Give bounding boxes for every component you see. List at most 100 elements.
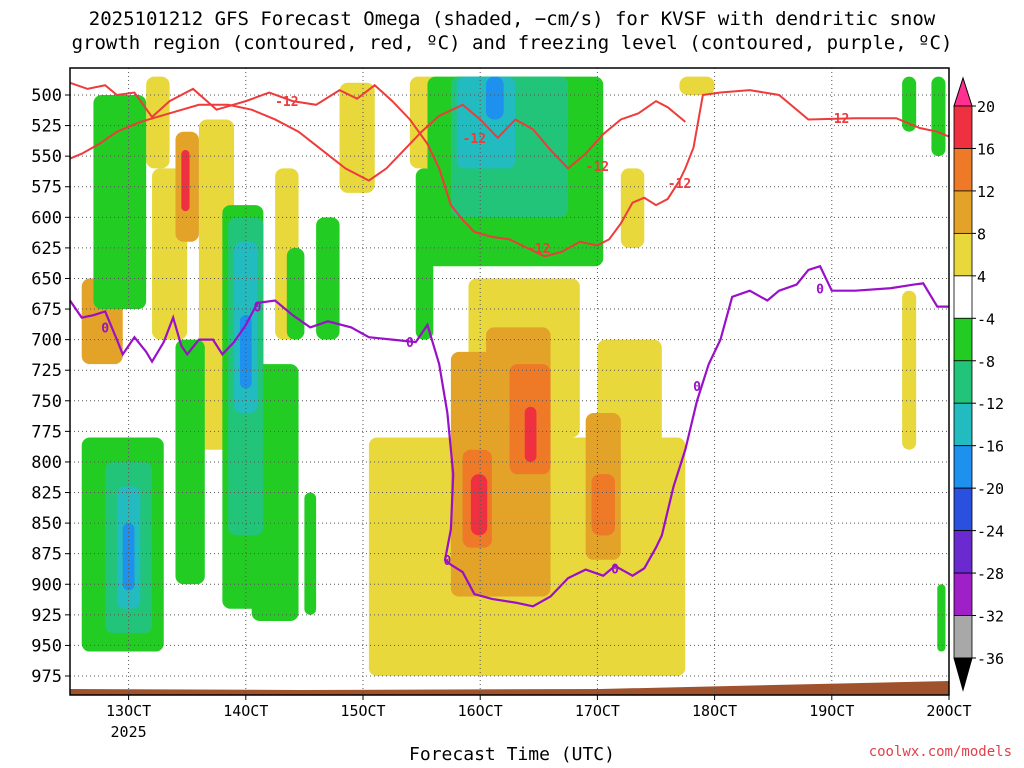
y-tick-label-825: 825 [31, 484, 62, 504]
omega-region-21 [470, 474, 488, 536]
y-tick-label-775: 775 [31, 422, 62, 442]
y-tick-label-725: 725 [31, 361, 62, 381]
x-tick-label-20OCT: 20OCT [926, 702, 971, 720]
y-tick-label-750: 750 [31, 392, 62, 412]
credit-link[interactable]: coolwx.com/models [868, 744, 1012, 760]
x-tick-label-14OCT: 14OCT [223, 702, 268, 720]
dgz-contour-1 [70, 99, 686, 182]
colorbar-label-1: 16 [977, 140, 995, 158]
colorbar-bin-2 [953, 190, 973, 234]
colorbar-label-13: -36 [977, 650, 1004, 668]
colorbar-bin-10 [953, 530, 973, 574]
colorbar-bin-0 [953, 105, 973, 149]
dgz-label-2: -12 [527, 242, 550, 257]
colorbar-bin-3 [953, 232, 973, 277]
y-tick-label-675: 675 [31, 300, 62, 320]
colorbar-bin-1 [953, 148, 973, 192]
colorbar-bin-8 [953, 445, 973, 489]
omega-shading [81, 76, 946, 676]
colorbar-label-11: -28 [977, 565, 1004, 583]
colorbar-label-10: -24 [977, 523, 1004, 541]
colorbar-bin-6 [953, 360, 973, 404]
omega-region-36 [931, 76, 946, 157]
dgz-label-3: -12 [586, 160, 609, 175]
temperature-contours: -12 -12 -12 -12 -12 -12 0 0 0 0 0 0 0 [70, 81, 949, 608]
colorbar-label-3: 8 [977, 225, 986, 243]
x-tick-label-18OCT: 18OCT [692, 702, 737, 720]
chart-title-line1: 2025101212 GFS Forecast Omega (shaded, −… [88, 8, 936, 30]
omega-region-32 [316, 217, 340, 340]
omega-region-7 [679, 76, 715, 95]
y-tick-label-600: 600 [31, 208, 62, 228]
y-tick-label-850: 850 [31, 514, 62, 534]
terrain-band [70, 681, 949, 695]
omega-region-46 [486, 76, 504, 120]
colorbar-label-5: -4 [977, 310, 995, 328]
plot-frame [69, 67, 950, 696]
omega-region-23 [181, 150, 190, 212]
y-tick-label-525: 525 [31, 117, 62, 137]
x-tick-label-17OCT: 17OCT [575, 702, 620, 720]
freezing-label-1: 0 [254, 301, 262, 316]
y-tick-label-575: 575 [31, 178, 62, 198]
colorbar-bin-7 [953, 402, 973, 447]
y-tick-label-950: 950 [31, 636, 62, 656]
y-tick-label-500: 500 [31, 86, 62, 106]
chart-title-line2: growth region (contoured, red, ºC) and f… [71, 32, 953, 54]
y-tick-label-925: 925 [31, 606, 62, 626]
x-axis-title: Forecast Time (UTC) [409, 744, 615, 765]
freezing-level-line [70, 264, 949, 608]
freezing-label-0: 0 [101, 321, 109, 336]
dgz-label-0: -12 [275, 95, 298, 110]
y-tick-label-900: 900 [31, 575, 62, 595]
y-tick-label-625: 625 [31, 239, 62, 259]
colorbar-bottom-arrow [953, 657, 973, 692]
omega-region-35 [902, 76, 917, 132]
y-tick-label-875: 875 [31, 545, 62, 565]
colorbar-bin-5 [953, 317, 973, 362]
colorbar-bin-4 [953, 275, 973, 319]
freezing-label-4: 0 [611, 562, 619, 577]
y-tick-label-800: 800 [31, 453, 62, 473]
dgz-label-1: -12 [463, 132, 486, 147]
omega-region-37 [937, 584, 946, 652]
colorbar-label-7: -12 [977, 395, 1004, 413]
x-tick-label-16OCT: 16OCT [458, 702, 503, 720]
colorbar-label-8: -16 [977, 438, 1004, 456]
colorbar-bin-12 [953, 615, 973, 659]
freezing-label-6: 0 [816, 282, 824, 297]
axes: 500 525 550 575 600 625 650 675 700 725 750 775 800 8… [31, 86, 971, 741]
freezing-label-3: 0 [443, 554, 451, 569]
y-tick-label-650: 650 [31, 269, 62, 289]
omega-region-30 [286, 247, 305, 340]
omega-region-0 [146, 76, 170, 169]
freezing-label-5: 0 [693, 380, 701, 395]
x-tick-label-13OCT: 13OCT [106, 702, 151, 720]
omega-region-6 [620, 168, 645, 248]
x-tick-label-19OCT: 19OCT [809, 702, 854, 720]
colorbar-label-4: 4 [977, 268, 986, 286]
colorbar-label-6: -8 [977, 353, 995, 371]
y-tick-label-700: 700 [31, 331, 62, 351]
colorbar-label-0: 20 [977, 98, 995, 116]
colorbar-label-2: 12 [977, 183, 995, 201]
omega-region-4 [339, 82, 375, 193]
x-tick-label-15OCT: 15OCT [340, 702, 385, 720]
freezing-label-2: 0 [406, 336, 414, 351]
y-tick-label-550: 550 [31, 147, 62, 167]
colorbar-label-12: -32 [977, 608, 1004, 626]
dgz-label-5: -12 [826, 112, 849, 127]
x-year-label: 2025 [111, 723, 147, 741]
colorbar-bin-9 [953, 487, 973, 532]
omega-region-11 [902, 290, 917, 450]
dgz-contour-0 [70, 81, 949, 258]
omega-region-20 [591, 474, 615, 536]
y-tick-label-975: 975 [31, 667, 62, 687]
dgz-label-4: -12 [668, 177, 691, 192]
colorbar: 20 16 12 8 4 -4 -8 -12 -16 -20 -24 -28 -32 -36 [953, 76, 1004, 692]
colorbar-top-arrow [953, 76, 973, 107]
colorbar-label-9: -20 [977, 480, 1004, 498]
colorbar-bin-11 [953, 572, 973, 616]
omega-region-22 [524, 406, 537, 462]
